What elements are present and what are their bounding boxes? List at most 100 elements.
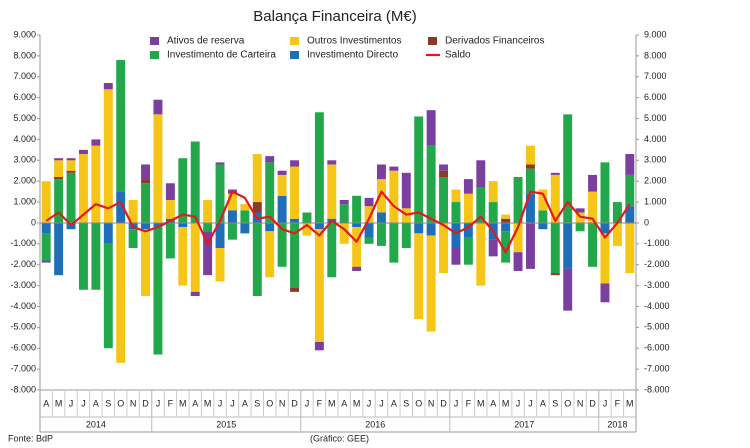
bar [103,89,113,223]
bar [153,222,163,228]
bar [426,145,436,223]
x-tick-label: N [130,398,137,408]
x-tick-label: N [428,398,435,408]
bar [376,164,386,180]
bar [575,208,585,213]
bar [91,222,101,290]
x-tick-label: S [254,398,260,408]
bar [463,179,473,194]
bar [600,233,610,284]
x-tick-label: M [353,398,361,408]
bar [290,160,300,167]
bar [625,174,635,207]
bar [302,212,312,223]
x-tick-label: A [490,398,496,408]
bar [54,222,64,276]
legend-label: Investimento de Carteira [167,50,276,61]
bar [240,204,250,211]
y-tick-label: -6.000 [10,343,36,353]
y2-tick-label: 4.000 [644,134,667,144]
x-tick-label: J [379,398,384,408]
bar [525,193,535,223]
bar [227,193,237,211]
legend-swatch [290,51,299,59]
bar [439,222,449,274]
bar [501,222,511,232]
x-tick-label: O [117,398,124,408]
bar [290,222,300,288]
bar [302,222,312,236]
x-tick-label: J [81,398,86,408]
bar [451,189,461,203]
legend-label: Investimento Directo [307,50,399,61]
bar [252,154,262,203]
bar [227,222,237,240]
bar [66,160,76,171]
bar [240,210,250,223]
bar [376,222,386,246]
legend-swatch [150,51,159,59]
bar [364,206,374,223]
bar [538,222,548,230]
bar [277,222,287,267]
bar [314,222,324,230]
bar [178,227,188,286]
x-tick-label: A [93,398,99,408]
bar [600,162,610,223]
bar [401,222,411,248]
legend-swatch [290,37,299,45]
bar [439,177,449,223]
bar [439,170,449,177]
bar [277,170,287,175]
x-tick-label: F [466,398,472,408]
x-tick-label: J [69,398,74,408]
y2-tick-label: 0 [644,217,649,227]
y2-tick-label: 3.000 [644,155,667,165]
bar [513,252,523,271]
bar [128,229,138,248]
x-tick-label: J [367,398,372,408]
bar [426,235,436,332]
bar [66,158,76,161]
bar [600,222,610,234]
x-tick-label: J [516,398,521,408]
bar [588,174,598,192]
bar [463,193,473,223]
bar [277,174,287,196]
bar [215,248,225,282]
bar [215,164,225,223]
x-tick-label: J [218,398,223,408]
year-label: 2015 [216,419,236,429]
bar [277,195,287,223]
bar [327,222,337,278]
bar [265,231,275,278]
y-tick-label: 8.000 [13,50,36,60]
bar [513,177,523,223]
y-tick-label: -1.000 [10,238,36,248]
x-tick-label: M [55,398,63,408]
y2-tick-label: 2.000 [644,176,667,186]
bar [426,222,436,236]
bar [575,222,585,232]
bar [116,222,126,363]
bar [352,227,362,267]
bar [414,222,424,234]
bar [314,112,324,223]
bar [91,139,101,146]
bar [476,222,486,286]
bar [314,229,324,342]
y-tick-label: 4.000 [13,134,36,144]
y2-tick-label: 7.000 [644,71,667,81]
y2-tick-label: -3.000 [644,280,670,290]
bar [141,222,151,230]
y2-tick-label: 8.000 [644,50,667,60]
legend-label: Ativos de reserva [167,36,245,47]
y2-tick-label: 9.000 [644,29,667,39]
y2-tick-label: -2.000 [644,259,670,269]
bar [240,222,250,234]
bar [352,195,362,223]
bar [203,199,213,223]
x-tick-label: M [328,398,336,408]
x-tick-label: S [403,398,409,408]
bar [66,172,76,223]
